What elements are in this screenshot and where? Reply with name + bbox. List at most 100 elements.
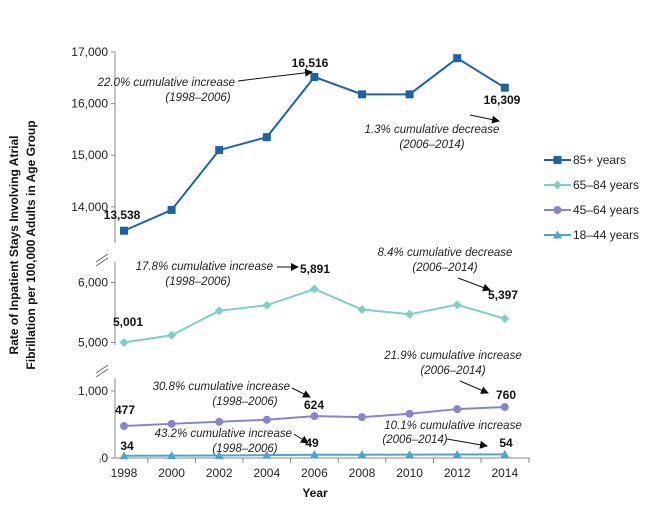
y-axis-title-line2: Fibrillation per 100,000 Adults in Age G… [24,120,38,369]
annotation-arrow [446,438,488,449]
y-tick-label: 5,000 [78,336,108,350]
y-axis-title-line1: Rate of Inpatient Stays Involving Atrial [7,136,21,355]
data-point [310,412,319,421]
data-point [358,413,366,422]
data-point [167,419,176,428]
annotation-text: 30.8% cumulative increase [153,381,290,393]
data-label: 624 [304,398,324,412]
annotation-arrow [469,114,500,124]
annotation-period: (1998–2006) [165,92,230,104]
annotation-arrow [457,277,491,292]
data-point [452,300,462,310]
annotation-period: (1998–2006) [212,443,277,455]
data-point [309,284,319,294]
data-point [262,450,272,459]
annotation-text: 1.3% cumulative decrease [365,124,500,136]
y-tick-label: 1,000 [78,384,108,398]
x-tick-label: 2014 [491,466,518,480]
data-label: 16,309 [484,93,521,107]
data-point [167,205,176,214]
data-point [167,451,177,460]
data-point [453,405,462,414]
x-tick-label: 2002 [206,466,233,480]
annotation-text: 43.2% cumulative increase [155,428,292,440]
annotation-period: (2006–2014) [412,262,477,274]
y-tick-label: 6,000 [78,276,108,290]
annotation-period: (2006–2014) [399,139,464,151]
data-point [358,90,366,99]
annotation-period: (2006–2014) [420,365,485,377]
data-point [357,305,367,314]
data-point [500,403,509,412]
data-point [500,449,510,458]
data-point [405,309,415,319]
legend-marker [553,180,562,190]
x-tick-label: 2004 [253,466,280,480]
legend-label: 45–64 years [573,203,639,217]
data-point [262,133,271,142]
data-label: 760 [496,388,516,402]
data-point [262,300,272,310]
data-point [500,83,509,92]
data-point [452,450,462,459]
annotation-period: (2006–2014) [382,434,447,446]
legend-marker [553,230,562,239]
axis-break-mark [95,257,109,267]
data-point [214,306,224,316]
annotation-text: 22.0% cumulative increase [97,77,235,89]
axis-break-mark [95,368,109,378]
data-label: 16,516 [292,56,329,70]
data-point [167,330,177,340]
data-label: 13,538 [104,208,141,222]
data-point [310,72,319,81]
data-label: 54 [499,436,513,450]
data-point [120,422,128,431]
y-tick-label: 0 [101,451,108,465]
x-tick-label: 2008 [349,466,376,480]
series-line-65-84-years [123,287,506,344]
data-point [405,450,415,459]
legend-label: 18–44 years [573,228,639,242]
y-tick-label: 14,000 [71,200,108,214]
annotation-text: 8.4% cumulative decrease [378,247,513,259]
data-label: 34 [120,439,134,453]
x-tick-label: 2010 [396,466,423,480]
annotation-text: 21.9% cumulative increase [383,350,521,362]
data-point [120,226,128,235]
data-label: 5,001 [113,315,143,329]
annotation-text: 17.8% cumulative increase [136,261,273,273]
data-point [262,415,271,424]
data-point [405,409,414,418]
x-axis-title: Year [302,486,328,500]
data-point [405,90,414,99]
annotation-text: 10.1% cumulative increase [384,420,521,432]
data-point [119,337,129,347]
data-point [119,451,129,460]
data-point [357,450,367,459]
annotation-arrow [291,387,311,398]
data-point [214,450,224,459]
data-point [500,314,510,324]
annotation-period: (1998–2006) [212,396,277,408]
data-point [453,54,462,63]
y-tick-label: 16,000 [71,97,108,111]
x-tick-label: 2000 [158,466,185,480]
annotation-arrow [293,433,309,444]
annotation-arrow [459,380,489,394]
data-label: 477 [115,403,135,417]
axis-break-mark [95,364,109,374]
y-tick-label: 15,000 [71,148,108,162]
data-point [215,417,224,426]
legend-marker [553,206,562,214]
data-point [309,450,319,459]
x-tick-label: 1998 [111,466,138,480]
y-tick-label: 17,000 [71,45,108,59]
x-tick-label: 2012 [444,466,471,480]
data-label: 5,397 [488,288,518,302]
data-label: 5,891 [300,262,330,276]
annotation-arrow [237,68,313,82]
legend-marker [553,156,562,164]
annotation-period: (1998–2006) [165,276,230,288]
data-point [215,146,224,155]
